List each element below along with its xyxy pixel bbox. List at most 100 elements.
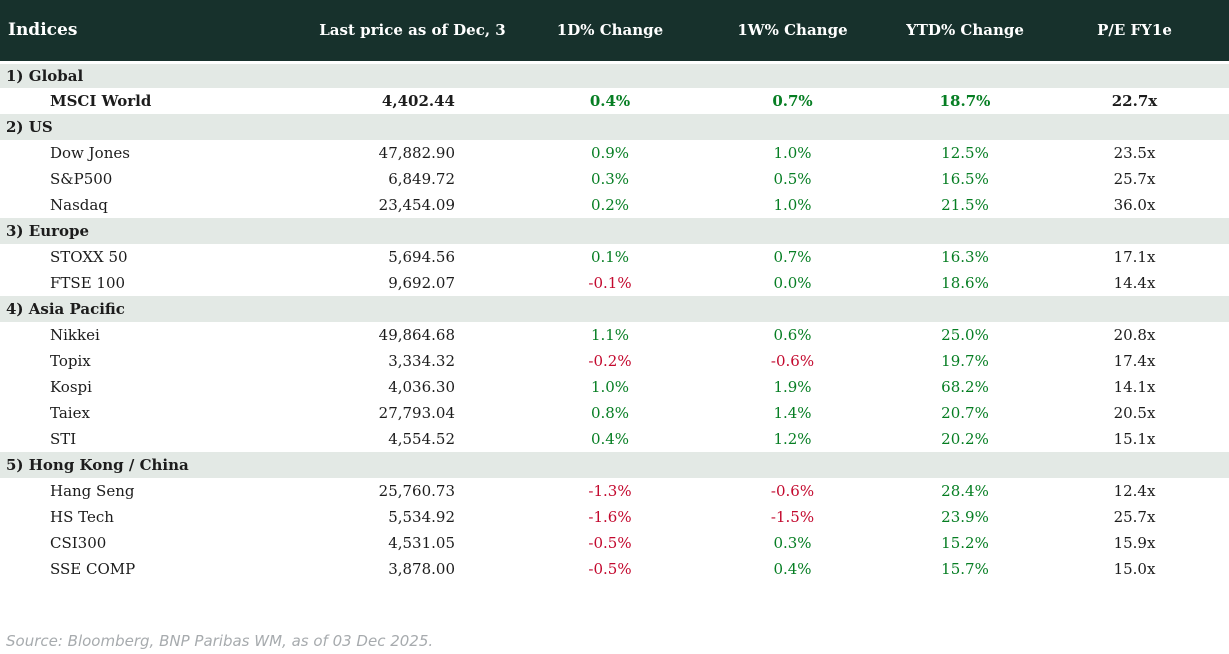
ytd-change-cell: 28.4% [941, 482, 989, 500]
index-name-cell: STOXX 50 [50, 248, 128, 266]
change-1d-cell: 0.8% [590, 404, 630, 422]
index-row: Nikkei 49,864.68 1.1% 0.6% 25.0% 20.8x [0, 322, 1229, 348]
ytd-change-cell: 23.9% [941, 508, 989, 526]
column-header-last-price: Last price as of Dec, 3 [300, 0, 525, 64]
ytd-change-cell: 15.7% [941, 560, 989, 578]
pe-fy1e-cell: 20.8x [1113, 326, 1156, 344]
ytd-change-cell: 20.7% [941, 404, 989, 422]
pe-fy1e-cell: 15.1x [1113, 430, 1156, 448]
last-price-cell: 4,531.05 [388, 534, 455, 552]
index-row: MSCI World 4,402.44 0.4% 0.7% 18.7% 22.7x [0, 88, 1229, 114]
index-row: SSE COMP 3,878.00 -0.5% 0.4% 15.7% 15.0x [0, 556, 1229, 582]
index-row: STOXX 50 5,694.56 0.1% 0.7% 16.3% 17.1x [0, 244, 1229, 270]
pe-fy1e-cell: 12.4x [1113, 482, 1156, 500]
last-price-cell: 27,793.04 [378, 404, 455, 422]
last-price-cell: 47,882.90 [378, 144, 455, 162]
change-1w-cell: 0.0% [773, 274, 812, 292]
section-label: 3) Europe [0, 218, 1229, 244]
pe-fy1e-cell: 15.0x [1113, 560, 1156, 578]
pe-fy1e-cell: 36.0x [1113, 196, 1156, 214]
last-price-cell: 5,694.56 [388, 248, 455, 266]
change-1w-cell: 0.3% [773, 534, 812, 552]
ytd-change-cell: 15.2% [941, 534, 989, 552]
change-1w-cell: 1.0% [773, 196, 812, 214]
table-header-row: Indices Last price as of Dec, 3 1D% Chan… [0, 0, 1229, 64]
change-1w-cell: -0.6% [770, 482, 815, 500]
pe-fy1e-cell: 14.1x [1113, 378, 1156, 396]
last-price-cell: 9,692.07 [388, 274, 455, 292]
index-row: FTSE 100 9,692.07 -0.1% 0.0% 18.6% 14.4x [0, 270, 1229, 296]
ytd-change-cell: 12.5% [941, 144, 989, 162]
last-price-cell: 3,878.00 [388, 560, 455, 578]
table-body: 1) Global MSCI World 4,402.44 0.4% 0.7% 18.7%… [0, 62, 1229, 582]
index-row: Kospi 4,036.30 1.0% 1.9% 68.2% 14.1x [0, 374, 1229, 400]
index-name-cell: Kospi [50, 378, 92, 396]
change-1d-cell: -0.5% [588, 560, 632, 578]
change-1d-cell: 1.0% [590, 378, 630, 396]
column-header-1d-change: 1D% Change [525, 0, 695, 64]
change-1d-cell: 1.1% [590, 326, 630, 344]
change-1w-cell: 1.4% [773, 404, 812, 422]
section-label: 2) US [0, 114, 1229, 140]
section-row: 2) US [0, 114, 1229, 140]
change-1d-cell: 0.1% [590, 248, 630, 266]
pe-fy1e-cell: 22.7x [1111, 92, 1158, 110]
change-1d-cell: 0.9% [590, 144, 630, 162]
index-row: Taiex 27,793.04 0.8% 1.4% 20.7% 20.5x [0, 400, 1229, 426]
change-1d-cell: -1.6% [588, 508, 632, 526]
indices-table: Indices Last price as of Dec, 3 1D% Chan… [0, 0, 1229, 582]
last-price-cell: 4,402.44 [381, 92, 455, 110]
ytd-change-cell: 19.7% [941, 352, 989, 370]
index-name-cell: Dow Jones [50, 144, 130, 162]
change-1w-cell: 0.5% [773, 170, 812, 188]
index-name-cell: Hang Seng [50, 482, 135, 500]
source-note: Source: Bloomberg, BNP Paribas WM, as of… [6, 632, 434, 650]
index-name-cell: FTSE 100 [50, 274, 126, 292]
index-row: Nasdaq 23,454.09 0.2% 1.0% 21.5% 36.0x [0, 192, 1229, 218]
change-1d-cell: -0.1% [588, 274, 632, 292]
change-1w-cell: 0.4% [773, 560, 812, 578]
ytd-change-cell: 25.0% [941, 326, 989, 344]
index-name-cell: HS Tech [50, 508, 114, 526]
ytd-change-cell: 18.7% [939, 92, 991, 110]
last-price-cell: 5,534.92 [388, 508, 455, 526]
column-header-indices: Indices [0, 0, 300, 64]
pe-fy1e-cell: 14.4x [1113, 274, 1156, 292]
index-name-cell: CSI300 [50, 534, 107, 552]
pe-fy1e-cell: 17.1x [1113, 248, 1156, 266]
pe-fy1e-cell: 15.9x [1113, 534, 1156, 552]
change-1d-cell: 0.4% [589, 92, 631, 110]
change-1d-cell: 0.3% [590, 170, 630, 188]
change-1w-cell: 1.0% [773, 144, 812, 162]
change-1w-cell: 1.2% [773, 430, 812, 448]
ytd-change-cell: 20.2% [941, 430, 989, 448]
change-1w-cell: 0.7% [773, 248, 812, 266]
last-price-cell: 6,849.72 [388, 170, 455, 188]
index-row: S&P500 6,849.72 0.3% 0.5% 16.5% 25.7x [0, 166, 1229, 192]
change-1d-cell: -1.3% [588, 482, 632, 500]
section-row: 1) Global [0, 62, 1229, 88]
change-1w-cell: -0.6% [770, 352, 815, 370]
index-row: CSI300 4,531.05 -0.5% 0.3% 15.2% 15.9x [0, 530, 1229, 556]
index-name-cell: S&P500 [50, 170, 113, 188]
change-1d-cell: 0.4% [590, 430, 630, 448]
section-label: 4) Asia Pacific [0, 296, 1229, 322]
column-header-pe-fy1e: P/E FY1e [1040, 0, 1229, 64]
pe-fy1e-cell: 20.5x [1113, 404, 1156, 422]
last-price-cell: 23,454.09 [378, 196, 455, 214]
pe-fy1e-cell: 25.7x [1113, 170, 1156, 188]
pe-fy1e-cell: 25.7x [1113, 508, 1156, 526]
index-name-cell: Nasdaq [50, 196, 108, 214]
index-name-cell: STI [50, 430, 77, 448]
change-1w-cell: 0.7% [772, 92, 813, 110]
pe-fy1e-cell: 17.4x [1113, 352, 1156, 370]
change-1w-cell: 0.6% [773, 326, 812, 344]
ytd-change-cell: 18.6% [941, 274, 989, 292]
change-1d-cell: -0.2% [588, 352, 632, 370]
index-row: STI 4,554.52 0.4% 1.2% 20.2% 15.1x [0, 426, 1229, 452]
index-row: Topix 3,334.32 -0.2% -0.6% 19.7% 17.4x [0, 348, 1229, 374]
section-row: 5) Hong Kong / China [0, 452, 1229, 478]
change-1w-cell: -1.5% [770, 508, 815, 526]
section-row: 3) Europe [0, 218, 1229, 244]
